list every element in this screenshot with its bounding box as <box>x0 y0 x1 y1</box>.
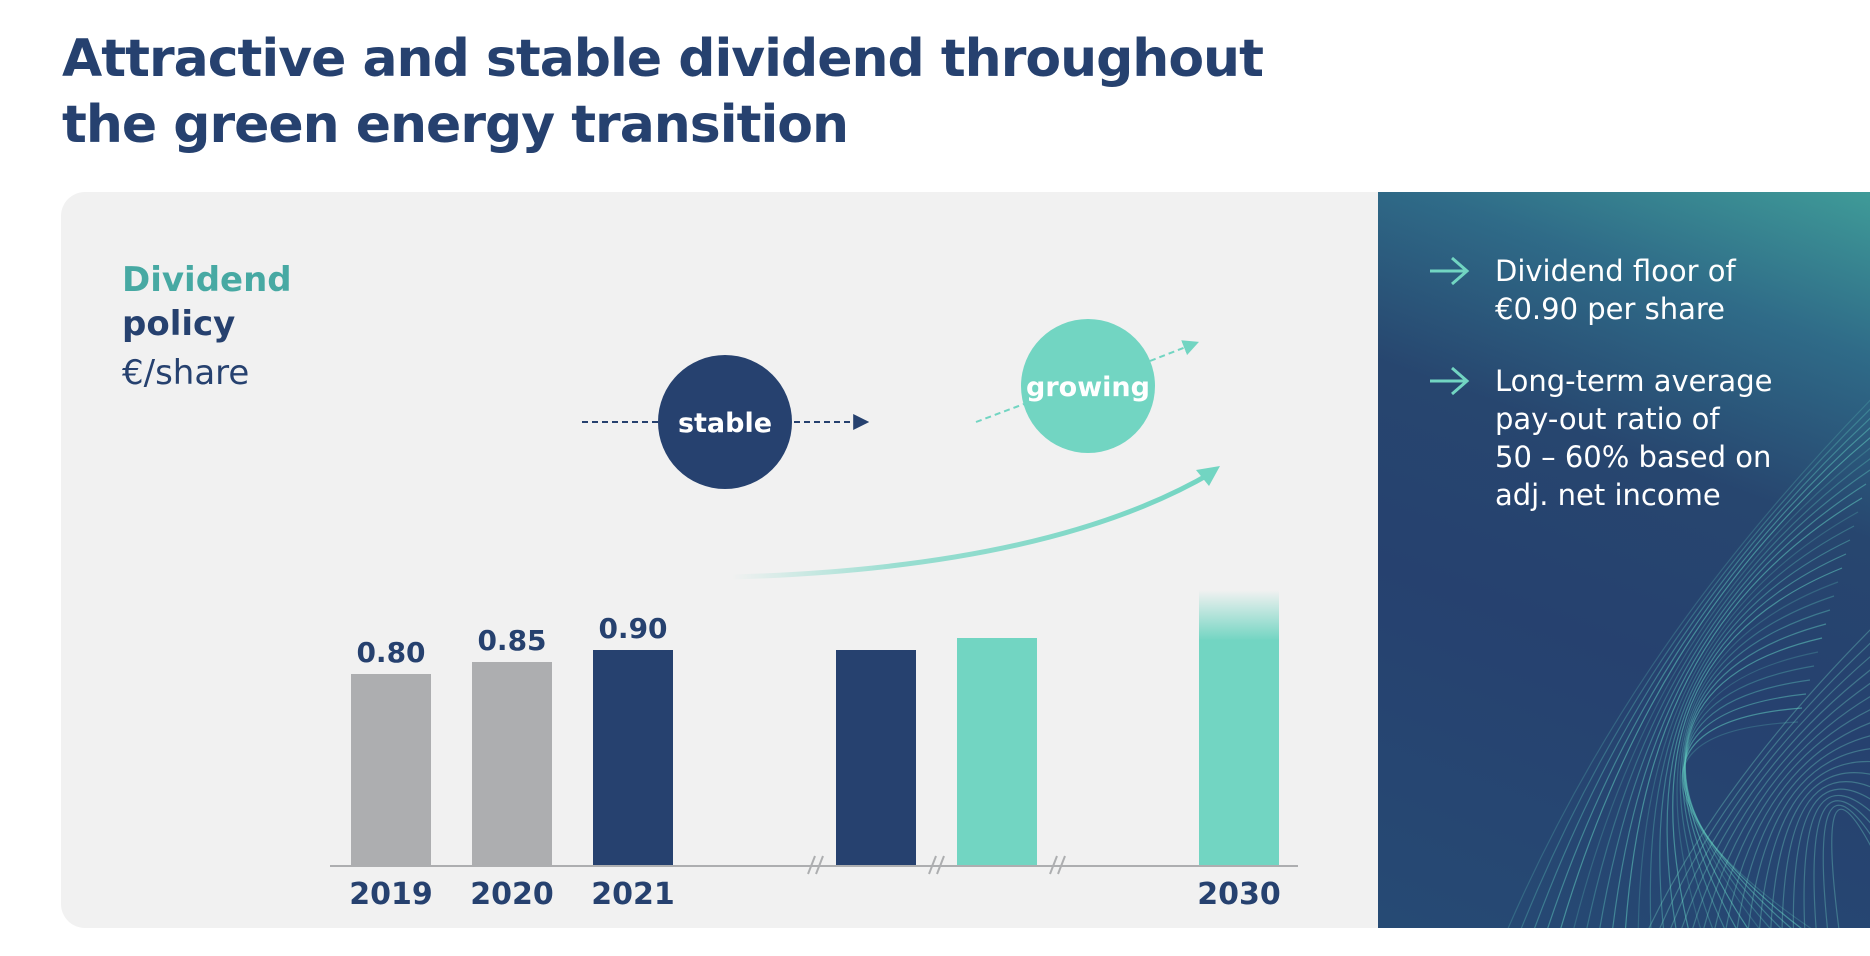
x-tick-label: 2021 <box>591 877 675 912</box>
bar <box>1199 639 1279 866</box>
x-tick-label: 2019 <box>349 877 433 912</box>
wave-line <box>1683 693 1807 928</box>
bar <box>836 650 916 866</box>
wave-line <box>1770 772 1870 928</box>
policy-heading-1: Dividend <box>122 260 292 300</box>
wave-line <box>1637 511 1859 928</box>
wave-line <box>1659 642 1870 928</box>
axis-break-icon <box>807 855 824 875</box>
wave-line <box>1736 735 1870 928</box>
stable-badge-label: stable <box>678 408 772 439</box>
chart-panel <box>61 192 1381 928</box>
page-title: Attractive and stable dividend throughou… <box>62 26 1362 158</box>
growing-dash-left <box>975 403 1025 423</box>
bar <box>957 638 1037 866</box>
wave-line <box>1672 567 1843 928</box>
wave-line <box>1560 437 1870 928</box>
bar-value-label: 0.80 <box>356 636 425 669</box>
wave-line <box>1813 800 1870 928</box>
title-line-2: the green energy transition <box>62 95 849 155</box>
bullet-text: Dividend floor of €0.90 per share <box>1495 254 1736 326</box>
wave-line <box>1676 581 1839 928</box>
bar-fade-top <box>1199 590 1279 641</box>
wave-line <box>1520 408 1870 928</box>
wave-line <box>1759 760 1870 928</box>
stable-badge <box>658 355 792 489</box>
wave-line <box>1681 721 1812 928</box>
bars-group <box>351 590 1279 866</box>
policy-unit: €/share <box>122 353 250 393</box>
bar-value-label: 0.85 <box>477 624 546 657</box>
wave-line <box>1684 637 1823 928</box>
bullet-text: Long-term average pay-out ratio of 50 – … <box>1495 364 1773 512</box>
wave-line <box>1534 417 1870 928</box>
wave-line <box>1681 609 1831 928</box>
value-labels-group: 0.80 0.85 0.90 <box>356 612 667 669</box>
wave-line <box>1670 656 1870 928</box>
wave-line <box>1714 709 1870 928</box>
axis-break-icon <box>928 855 945 875</box>
title-line-1: Attractive and stable dividend throughou… <box>62 29 1264 89</box>
wave-line <box>1586 458 1870 928</box>
growth-curve-arrowhead <box>1196 466 1220 486</box>
category-labels-group: 2019 2020 2021 2030 <box>349 877 1281 912</box>
wave-line <box>1692 682 1870 928</box>
x-tick-label: 2020 <box>470 877 554 912</box>
growing-badge-label: growing <box>1026 372 1150 403</box>
wave-line <box>1781 781 1870 928</box>
axis-break-icon <box>1049 855 1066 875</box>
policy-heading-2: policy <box>122 304 236 344</box>
x-tick-label: 2030 <box>1197 877 1281 912</box>
bar <box>472 662 552 866</box>
arrow-right-icon <box>1430 256 1470 286</box>
wave-line <box>1725 722 1870 928</box>
wave-line <box>1747 748 1870 928</box>
wave-line <box>1681 669 1870 928</box>
wave-line <box>1612 483 1867 928</box>
wave-line <box>1679 595 1835 928</box>
growth-curve-arrow <box>731 469 1215 580</box>
wave-line <box>1684 665 1815 928</box>
wave-line <box>1599 469 1870 928</box>
dividend-policy-label: Dividend policy €/share <box>122 258 292 400</box>
wave-line <box>1822 804 1870 928</box>
wave-line <box>1649 525 1855 928</box>
key-points-panel: Dividend floor of €0.90 per share Long-t… <box>1378 192 1870 928</box>
wave-line <box>1682 707 1803 928</box>
bullet-dividend-floor: Dividend floor of €0.90 per share <box>1428 252 1858 328</box>
growing-badge <box>1021 319 1155 453</box>
bar <box>351 674 431 866</box>
wave-line <box>1547 427 1870 928</box>
wave-line <box>1831 808 1870 928</box>
wave-line <box>1666 553 1847 928</box>
wave-line <box>1792 788 1870 928</box>
wave-line <box>1684 679 1811 928</box>
wave-line <box>1573 447 1870 928</box>
arrow-right-icon <box>1430 366 1470 396</box>
wave-line <box>1648 629 1870 928</box>
wave-line <box>1507 399 1870 928</box>
wave-line <box>1803 794 1870 928</box>
wave-line <box>1659 539 1851 928</box>
wave-line <box>1683 623 1827 928</box>
wave-line <box>1703 696 1870 928</box>
wave-pattern-decoration <box>1507 399 1870 928</box>
growing-dash-right <box>1149 340 1199 362</box>
wave-line <box>1624 497 1863 928</box>
wave-line <box>1684 651 1819 928</box>
bar-value-label: 0.90 <box>598 612 667 645</box>
bar <box>593 650 673 866</box>
bullet-payout-ratio: Long-term average pay-out ratio of 50 – … <box>1428 362 1858 514</box>
